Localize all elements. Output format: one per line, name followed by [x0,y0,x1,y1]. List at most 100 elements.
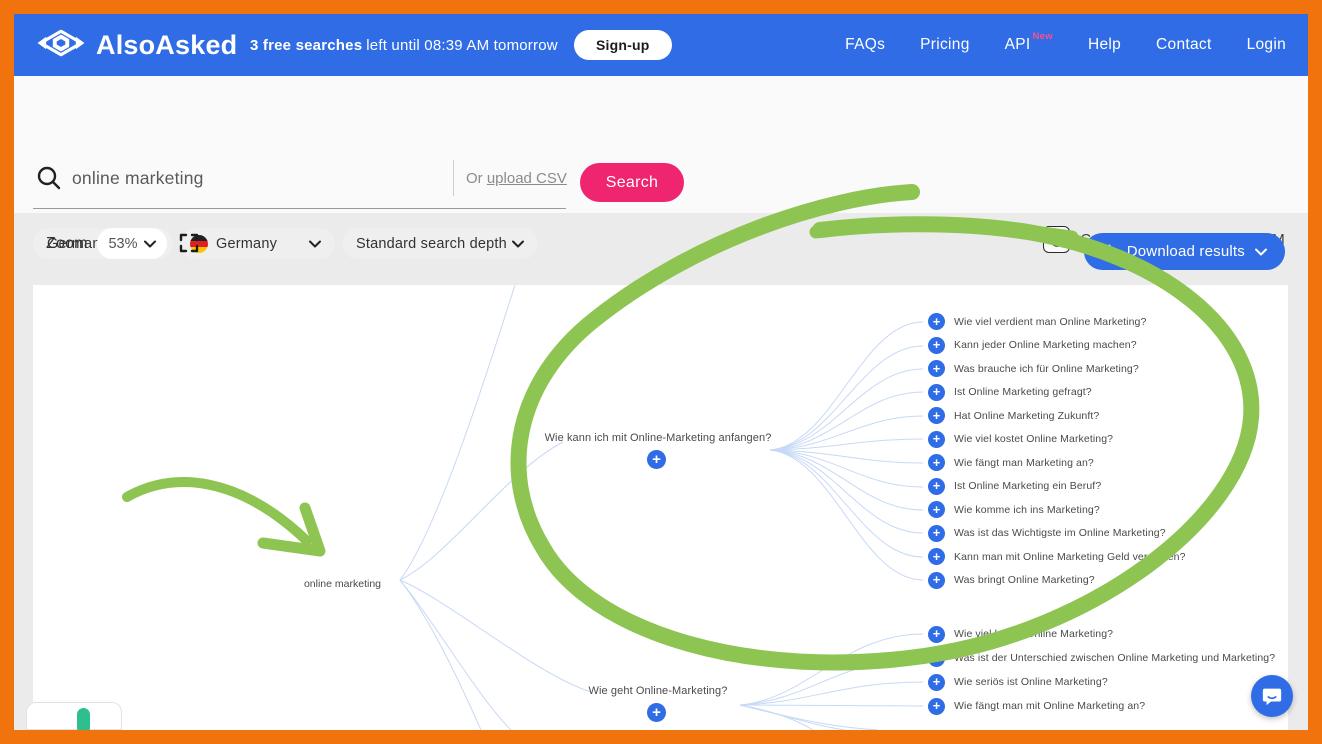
top-navbar: AlsoAsked 3 free searches left until 08:… [14,14,1308,76]
nav-login[interactable]: Login [1246,36,1286,53]
question-label: Wie viel kostet Online Marketing? [954,628,1114,640]
question-list-branch2: Wie viel kostet Online Marketing? Was is… [928,622,1275,718]
root-node-label[interactable]: online marketing [303,578,381,590]
alsoasked-logo-icon [36,27,86,64]
depth-value: Standard search depth [356,235,507,252]
question-label: Was ist der Unterschied zwischen Online … [954,652,1276,664]
question-label: Wie fängt man mit Online Marketing an? [954,700,1146,712]
signup-button[interactable]: Sign-up [574,30,672,60]
nav-pricing[interactable]: Pricing [920,36,970,53]
question-node: Kann man mit Online Marketing Geld verdi… [928,545,1186,569]
expand-plus-icon[interactable] [928,571,945,589]
question-label: Wie viel kostet Online Marketing? [954,433,1114,446]
brand-logo[interactable]: AlsoAsked [36,14,237,76]
question-label: Wie viel verdient man Online Marketing? [954,315,1147,328]
question-label: Was bringt Online Marketing? [954,574,1095,587]
question-node: Was ist das Wichtigste im Online Marketi… [928,522,1186,546]
question-node: Hat Online Marketing Zukunft? [928,404,1186,428]
question-node: Ist Online Marketing gefragt? [928,381,1186,405]
free-searches-count: 3 free searches [250,36,363,54]
chat-bubble-icon [1262,688,1282,706]
zoom-select[interactable]: 53% [97,228,167,259]
free-searches-rest: left until 08:39 AM tomorrow [366,36,558,54]
free-searches-status: 3 free searches left until 08:39 AM tomo… [250,14,558,76]
search-button[interactable]: Search [580,163,684,202]
question-label: Was ist das Wichtigste im Online Marketi… [954,527,1166,540]
download-label: Download results [1126,243,1245,260]
question-node: Wie viel kostet Online Marketing? [928,622,1275,646]
alsoasked-app: AlsoAsked 3 free searches left until 08:… [14,14,1308,730]
question-label: Wie fängt man Marketing an? [954,456,1094,469]
plant-icon [77,708,90,730]
expand-plus-icon[interactable] [928,313,945,331]
expand-plus-icon[interactable] [928,454,945,472]
search-depth-select[interactable]: Standard search depth [342,228,538,259]
search-icon [36,165,62,196]
refresh-icon[interactable] [1043,226,1071,253]
question-list-branch1: Wie viel verdient man Online Marketing? … [928,310,1186,592]
or-label: Or [466,170,487,187]
fullscreen-icon[interactable] [179,233,199,258]
chat-widget-button[interactable] [1251,675,1293,717]
download-results-button[interactable]: Download results [1083,233,1285,270]
expand-plus-icon[interactable] [928,501,945,519]
question-node: Was bringt Online Marketing? [928,569,1186,593]
expand-plus-icon[interactable] [928,548,945,566]
question-node: Wie viel kostet Online Marketing? [928,428,1186,452]
question-label: Hat Online Marketing Zukunft? [954,409,1100,422]
mindmap-canvas[interactable]: online marketing Wie kann ich mit Online… [33,285,1288,730]
expand-plus-icon[interactable] [928,649,945,667]
expand-plus-icon[interactable] [928,673,945,691]
question-label: Was brauche ich für Online Marketing? [954,362,1139,375]
question-label: Wie seriös ist Online Marketing? [954,676,1108,688]
eco-widget[interactable] [26,702,122,730]
question-node: Wie fängt man Marketing an? [928,451,1186,475]
expand-plus-icon[interactable] [928,407,945,425]
new-badge: New [1032,31,1053,43]
upload-csv-link[interactable]: upload CSV [486,170,567,187]
question-label: Wie komme ich ins Marketing? [954,503,1100,516]
expand-plus-icon[interactable] [928,336,945,354]
question-node: Wie viel verdient man Online Marketing? [928,310,1186,334]
expand-plus-icon[interactable] [647,450,666,469]
expand-plus-icon[interactable] [928,477,945,495]
nav-help[interactable]: Help [1087,36,1122,53]
language-value: German [47,235,101,252]
question-node: Wie seriös ist Online Marketing? [928,670,1275,694]
zoom-value: 53% [108,235,138,252]
expand-plus-icon[interactable] [928,697,945,715]
question-label: Ist Online Marketing ein Beruf? [954,480,1102,493]
expand-plus-icon[interactable] [928,360,945,378]
divider [453,160,454,196]
question-node: Ist Online Marketing ein Beruf? [928,475,1186,499]
upload-csv-option: Or upload CSV [466,170,567,187]
question-node: Wie komme ich ins Marketing? [928,498,1186,522]
question-label: Ist Online Marketing gefragt? [954,386,1092,399]
chevron-down-icon [1255,248,1267,255]
nav-faqs[interactable]: FAQs [845,36,886,53]
download-icon [1102,244,1116,258]
expand-plus-icon[interactable] [928,524,945,542]
chevron-down-icon [512,236,524,252]
question-label: Kann jeder Online Marketing machen? [954,339,1137,352]
question-node: Wie fängt man mit Online Marketing an? [928,694,1275,718]
search-input[interactable] [70,162,440,194]
chevron-down-icon [309,236,321,252]
search-underline [33,208,566,209]
question-node: Kann jeder Online Marketing machen? [928,334,1186,358]
expand-plus-icon[interactable] [928,383,945,401]
question-node: Was brauche ich für Online Marketing? [928,357,1186,381]
nav-contact[interactable]: Contact [1156,36,1212,53]
expand-plus-icon[interactable] [647,703,666,722]
chevron-down-icon [143,240,156,247]
branch-node-label[interactable]: Wie kann ich mit Online-Marketing anfang… [544,432,772,444]
branch-node-label[interactable]: Wie geht Online-Marketing? [588,685,728,697]
country-select[interactable]: Germany [181,228,335,259]
brand-name: AlsoAsked [96,29,238,60]
expand-plus-icon[interactable] [928,625,945,643]
nav-api[interactable]: API New [1004,31,1053,54]
germany-flag-icon [190,234,208,253]
expand-plus-icon[interactable] [928,430,945,448]
zoom-label: Zoom [46,235,88,252]
